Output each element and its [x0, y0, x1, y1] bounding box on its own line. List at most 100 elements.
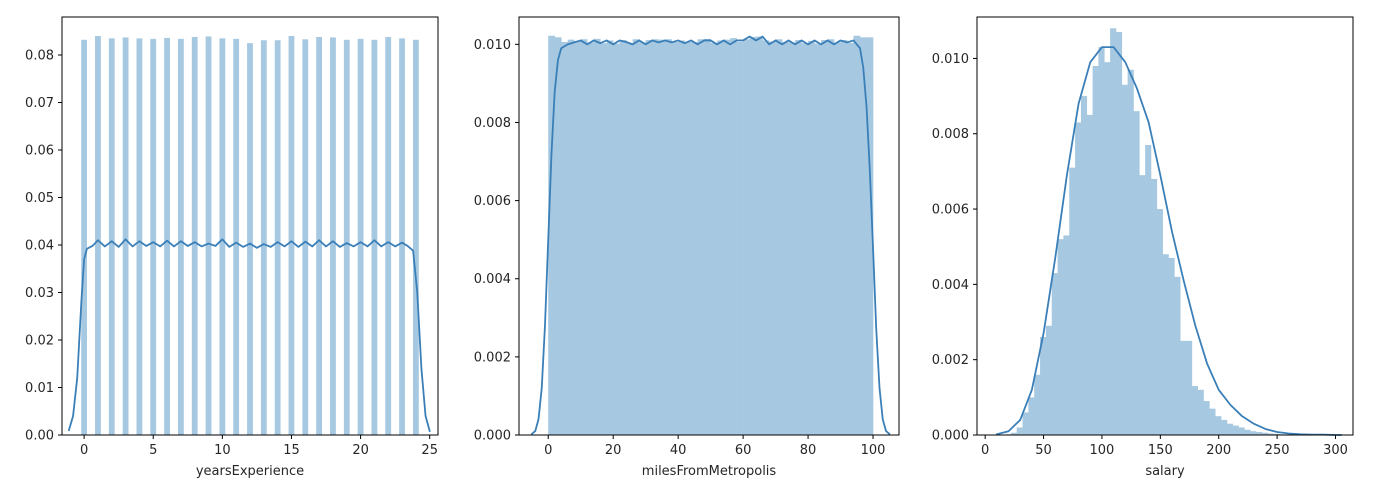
histogram-bar — [723, 39, 731, 435]
y-tick-label: 0.004 — [474, 272, 511, 287]
y-tick-label: 0.04 — [25, 239, 54, 254]
chart-panel-2: 0 20 40 60 80 100 0.000 0.002 0.004 0.006 0.008 0.0… — [474, 16, 900, 479]
histogram-bar — [108, 38, 115, 435]
kde-line — [995, 46, 1343, 436]
histogram-bar — [1104, 62, 1111, 436]
y-tick-label: 0.010 — [474, 38, 511, 53]
y-tick-label: 0.02 — [25, 334, 54, 349]
histogram-bar — [639, 42, 646, 436]
histogram-bar — [749, 36, 757, 435]
histogram-bar — [827, 39, 835, 436]
histogram-bar — [1209, 408, 1216, 435]
histogram-bar — [1197, 389, 1204, 435]
histogram-bar — [658, 39, 666, 435]
histogram-bar — [587, 42, 595, 436]
histogram-bar — [710, 42, 718, 436]
histogram-bar — [371, 39, 378, 436]
histogram-bar — [260, 40, 267, 436]
histogram-bar — [613, 43, 620, 436]
histogram-bar — [1162, 254, 1169, 435]
x-tick-label: 80 — [800, 443, 817, 458]
x-tick-label: 250 — [1265, 443, 1290, 458]
histogram-bar — [302, 39, 309, 435]
histogram-bar — [593, 38, 601, 435]
histogram-bar — [1040, 337, 1047, 435]
y-tick-label: 0.002 — [474, 350, 511, 365]
histogram-bar — [1092, 65, 1099, 435]
histogram-bar — [1121, 84, 1128, 435]
histogram-bar — [191, 36, 198, 435]
histogram-bar — [1057, 239, 1064, 435]
x-tick-label: 10 — [214, 443, 231, 458]
histogram-bar — [1045, 325, 1053, 435]
histogram-bar — [1168, 258, 1175, 435]
histogram-bar — [554, 37, 562, 435]
histogram-bar — [1075, 122, 1082, 436]
histogram-bar — [1261, 432, 1269, 435]
x-tick-label: 15 — [283, 443, 300, 458]
histogram-bar — [671, 42, 679, 436]
x-tick-label: 20 — [605, 443, 622, 458]
y-tick-label: 0.01 — [25, 381, 54, 396]
histogram-bar — [1110, 28, 1117, 435]
y-tick-label: 0.03 — [25, 286, 54, 301]
x-axis-label: salary — [1145, 464, 1185, 479]
x-axis-label: milesFromMetropolis — [642, 464, 777, 479]
histogram-bar — [1238, 427, 1245, 435]
histogram-bar — [808, 40, 815, 436]
histogram-bar — [122, 37, 129, 436]
histogram-bar — [1133, 111, 1140, 436]
histogram-bar — [316, 36, 323, 435]
histogram-bar — [399, 38, 405, 435]
histogram-bar — [697, 39, 705, 436]
y-tick-label: 0.00 — [25, 429, 54, 444]
histogram-bar — [1203, 401, 1210, 435]
histogram-bar — [1191, 386, 1198, 435]
histogram-bar — [866, 37, 874, 435]
histogram-bar — [1273, 433, 1280, 435]
histogram-bar — [775, 39, 783, 436]
x-tick-label: 60 — [735, 443, 752, 458]
histogram-bar — [606, 40, 614, 436]
histogram-bar — [330, 37, 336, 436]
histogram-bar — [1186, 340, 1193, 435]
histogram-bar — [788, 42, 796, 436]
x-tick-label: 0 — [544, 443, 552, 458]
x-tick-label: 25 — [421, 443, 438, 458]
histogram-bar — [219, 38, 226, 435]
histogram-bar — [1156, 209, 1163, 435]
histogram-bar — [678, 40, 685, 436]
y-tick-label: 0.05 — [25, 191, 54, 206]
histogram-bar — [412, 39, 419, 436]
histogram-bar — [769, 41, 776, 436]
y-tick-label: 0.004 — [932, 278, 969, 293]
histogram-bar — [684, 42, 692, 436]
x-tick-label: 50 — [1035, 443, 1052, 458]
histogram-bars — [81, 36, 419, 436]
histogram-bar — [385, 36, 392, 435]
y-tick-label: 0.06 — [25, 144, 54, 159]
x-axis-label: yearsExperience — [196, 464, 304, 479]
histogram-bar — [1080, 96, 1088, 435]
x-tick-label: 300 — [1323, 443, 1348, 458]
histogram-bar — [840, 40, 848, 436]
histogram-bar — [1221, 419, 1228, 435]
y-tick-label: 0.008 — [474, 116, 511, 131]
histogram-bar — [1145, 145, 1152, 435]
histogram-bar — [357, 38, 364, 435]
histogram-bar — [1022, 412, 1029, 435]
histogram-bar — [561, 42, 569, 436]
chart-panel-1: 0 5 10 15 20 25 0.00 0.01 0.02 0.03 0.04 0.05 0.06 0.… — [25, 16, 439, 479]
histogram-bar — [1180, 340, 1187, 435]
histogram-bar — [1016, 427, 1023, 435]
histogram-bar — [1215, 416, 1222, 435]
histogram-bar — [1069, 167, 1076, 436]
histogram-bar — [1086, 114, 1093, 435]
histogram-bar — [743, 39, 750, 436]
histogram-bar — [233, 38, 240, 435]
histogram-bar — [853, 35, 861, 435]
x-tick-label: 100 — [861, 443, 886, 458]
histogram-bar — [274, 40, 281, 436]
histogram-bar — [665, 39, 672, 436]
histogram-bar — [600, 43, 607, 436]
